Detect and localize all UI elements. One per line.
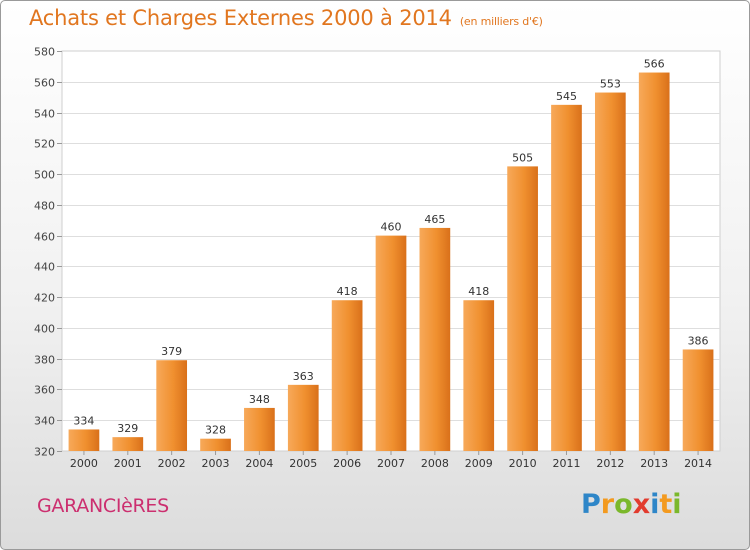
bar-value-label: 386 xyxy=(688,334,709,347)
bars: 334 329 379 328 348 363 418 460 465 418 505 545 553 5… xyxy=(68,58,714,452)
y-tick-label: 560 xyxy=(34,77,55,90)
x-tick-label: 2001 xyxy=(114,457,142,470)
bar xyxy=(331,300,363,451)
bar-value-label: 545 xyxy=(556,90,577,103)
bar-value-label: 328 xyxy=(205,424,226,437)
x-tick-label: 2014 xyxy=(684,457,712,470)
y-tick-label: 520 xyxy=(34,138,55,151)
bar-value-label: 379 xyxy=(161,345,182,358)
x-axis: 2000 2001 2002 2003 2004 2005 2006 2007 2008 2009… xyxy=(70,451,712,470)
x-tick-label: 2010 xyxy=(509,457,537,470)
x-tick-label: 2007 xyxy=(377,457,405,470)
bar-value-label: 363 xyxy=(293,370,314,383)
x-tick-label: 2002 xyxy=(158,457,186,470)
logo-letter: t xyxy=(659,489,673,520)
chart-title-text: Achats et Charges Externes 2000 à 2014 xyxy=(29,6,452,30)
chart-title: Achats et Charges Externes 2000 à 2014 (e… xyxy=(29,6,543,30)
y-tick-label: 420 xyxy=(34,292,55,305)
bar-value-label: 334 xyxy=(73,414,94,427)
y-tick-label: 340 xyxy=(34,415,55,428)
x-tick-label: 2005 xyxy=(289,457,317,470)
y-tick-label: 360 xyxy=(34,384,55,397)
bar xyxy=(463,300,495,451)
y-tick-label: 440 xyxy=(34,261,55,274)
bar xyxy=(244,407,275,451)
bar xyxy=(594,92,626,452)
bar xyxy=(507,166,538,451)
y-tick-label: 540 xyxy=(34,108,55,121)
y-axis: 320 340 360 380 400 420 440 460 480 500 520 540 560 5… xyxy=(34,46,62,459)
y-tick-label: 460 xyxy=(34,231,55,244)
bar-value-label: 460 xyxy=(381,221,402,234)
bar xyxy=(200,438,231,451)
bar xyxy=(551,104,582,451)
bar xyxy=(419,227,451,451)
bar xyxy=(638,72,670,452)
logo-letter: P xyxy=(581,489,601,520)
bar-value-label: 566 xyxy=(644,58,665,71)
bar xyxy=(68,429,100,451)
logo-letter: i xyxy=(672,489,682,520)
x-tick-label: 2004 xyxy=(245,457,273,470)
x-tick-label: 2011 xyxy=(552,457,580,470)
bar xyxy=(682,349,714,451)
bar-value-label: 553 xyxy=(600,78,621,91)
y-tick-label: 400 xyxy=(34,323,55,336)
bar-value-label: 418 xyxy=(468,285,489,298)
bar xyxy=(112,437,144,451)
x-tick-label: 2009 xyxy=(465,457,493,470)
bar-value-label: 505 xyxy=(512,151,533,164)
x-tick-label: 2000 xyxy=(70,457,98,470)
bar-value-label: 329 xyxy=(117,422,138,435)
bar-value-label: 418 xyxy=(337,285,358,298)
bar xyxy=(375,235,407,451)
y-tick-label: 580 xyxy=(34,46,55,59)
y-tick-label: 320 xyxy=(34,446,55,459)
x-tick-label: 2012 xyxy=(596,457,624,470)
x-tick-label: 2006 xyxy=(333,457,361,470)
bar xyxy=(156,360,188,451)
chart-subtitle: (en milliers d'€) xyxy=(459,15,543,28)
y-tick-label: 480 xyxy=(34,200,55,213)
x-tick-label: 2003 xyxy=(202,457,230,470)
x-tick-label: 2013 xyxy=(640,457,668,470)
bar-value-label: 348 xyxy=(249,393,270,406)
y-tick-label: 380 xyxy=(34,354,55,367)
logo-letter: r xyxy=(600,489,615,520)
bar-value-label: 465 xyxy=(424,213,445,226)
logo-letter: o xyxy=(614,489,633,520)
logo-letter: x xyxy=(632,489,651,520)
x-tick-label: 2008 xyxy=(421,457,449,470)
y-tick-label: 500 xyxy=(34,169,55,182)
logo-letter: i xyxy=(650,489,660,520)
bar xyxy=(287,384,319,451)
proxiti-logo[interactable]: Proxiti xyxy=(581,489,682,520)
city-name: GARANCIèRES xyxy=(37,495,169,517)
